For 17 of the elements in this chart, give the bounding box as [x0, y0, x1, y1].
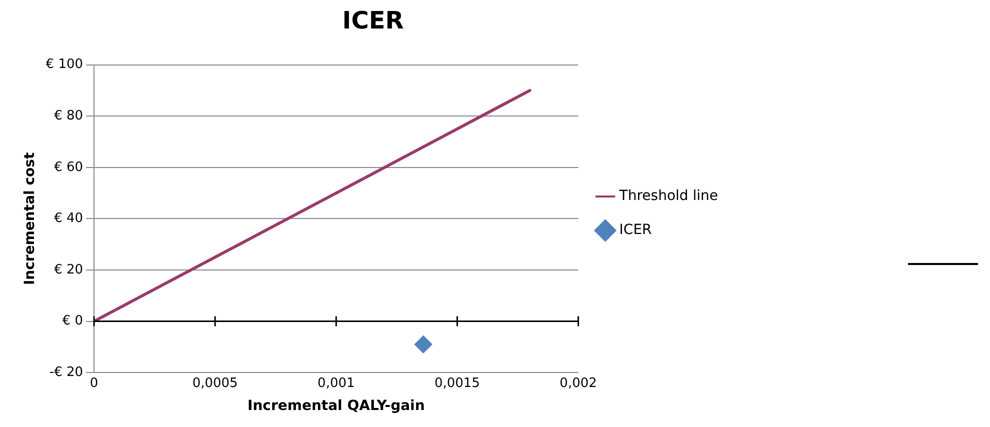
x-axis-title: Incremental QALY-gain [247, 398, 425, 414]
y-tick-label: € 20 [54, 262, 84, 278]
x-tick-label: 0,002 [560, 376, 597, 391]
y-tick-label: € 60 [54, 160, 84, 175]
x-tick-label: 0,0015 [434, 376, 480, 391]
x-tick-label: 0,0005 [192, 376, 238, 391]
x-tick-label: 0,001 [318, 376, 355, 391]
legend-label: ICER [619, 222, 652, 238]
chart-title: ICER [342, 6, 404, 35]
y-tick-label: € 100 [46, 57, 84, 72]
x-tick-label: 0 [90, 376, 98, 391]
y-tick-label: € 40 [54, 211, 84, 226]
y-axis-title: Incremental cost [22, 152, 38, 286]
y-tick-label: -€ 20 [49, 364, 84, 380]
legend-label: Threshold line [618, 188, 718, 204]
y-tick-label: € 80 [54, 108, 84, 124]
y-tick-label: € 0 [62, 314, 84, 329]
